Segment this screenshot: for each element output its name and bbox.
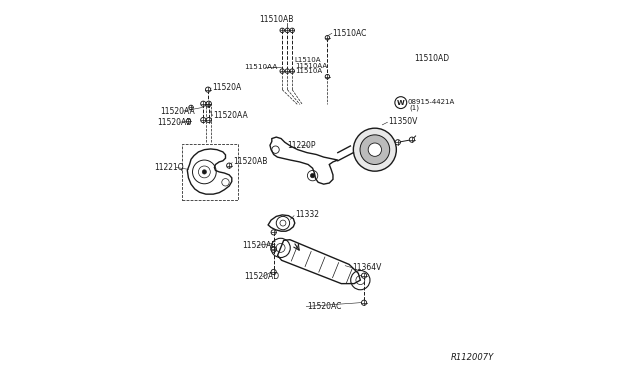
Circle shape (271, 269, 276, 275)
Circle shape (206, 118, 211, 123)
Text: W: W (397, 100, 404, 106)
Circle shape (325, 36, 330, 40)
Circle shape (202, 170, 207, 174)
Text: 11520AA: 11520AA (161, 107, 195, 116)
Circle shape (205, 102, 211, 107)
Text: L1510A: L1510A (295, 57, 321, 63)
Circle shape (189, 105, 193, 110)
Circle shape (325, 74, 330, 79)
Circle shape (280, 69, 284, 73)
Text: 11510AB: 11510AB (259, 16, 294, 25)
Circle shape (271, 247, 276, 252)
Text: 11510AA: 11510AA (244, 64, 277, 70)
Circle shape (360, 135, 390, 164)
Circle shape (285, 69, 290, 73)
Text: (1): (1) (410, 104, 420, 111)
Circle shape (186, 119, 191, 124)
Circle shape (206, 101, 211, 106)
Text: 11364V: 11364V (353, 263, 382, 272)
Circle shape (227, 163, 232, 168)
Circle shape (285, 28, 290, 33)
Text: 11221Q: 11221Q (154, 163, 184, 172)
Circle shape (290, 28, 294, 33)
Circle shape (271, 246, 276, 251)
Bar (182, 144, 239, 200)
Text: R112007Y: R112007Y (451, 353, 494, 362)
Circle shape (310, 173, 315, 178)
Text: 11520AE: 11520AE (242, 241, 276, 250)
Circle shape (205, 87, 211, 92)
Text: 11520AB: 11520AB (157, 118, 191, 127)
Text: 11520AC: 11520AC (307, 302, 341, 311)
Text: 11510AA: 11510AA (295, 62, 327, 68)
Text: 11220P: 11220P (287, 141, 316, 150)
Text: 11520AB: 11520AB (233, 157, 268, 166)
Circle shape (368, 143, 381, 156)
Circle shape (362, 273, 367, 278)
Text: 11332: 11332 (295, 211, 319, 219)
Circle shape (410, 137, 415, 142)
Text: 11350V: 11350V (388, 118, 418, 126)
Text: 11510A: 11510A (295, 68, 322, 74)
Circle shape (353, 128, 396, 171)
Circle shape (362, 300, 367, 305)
Text: 11510AC: 11510AC (333, 29, 367, 38)
Circle shape (201, 101, 206, 106)
Text: 08915-4421A: 08915-4421A (408, 99, 455, 105)
Circle shape (396, 140, 401, 145)
Circle shape (290, 69, 294, 73)
Text: 11510AD: 11510AD (415, 54, 450, 62)
Circle shape (280, 28, 284, 33)
Circle shape (201, 118, 206, 123)
Text: 11520AD: 11520AD (244, 272, 279, 281)
Text: 11520AA: 11520AA (213, 111, 248, 120)
Circle shape (271, 230, 276, 235)
Text: 11520A: 11520A (212, 83, 241, 92)
